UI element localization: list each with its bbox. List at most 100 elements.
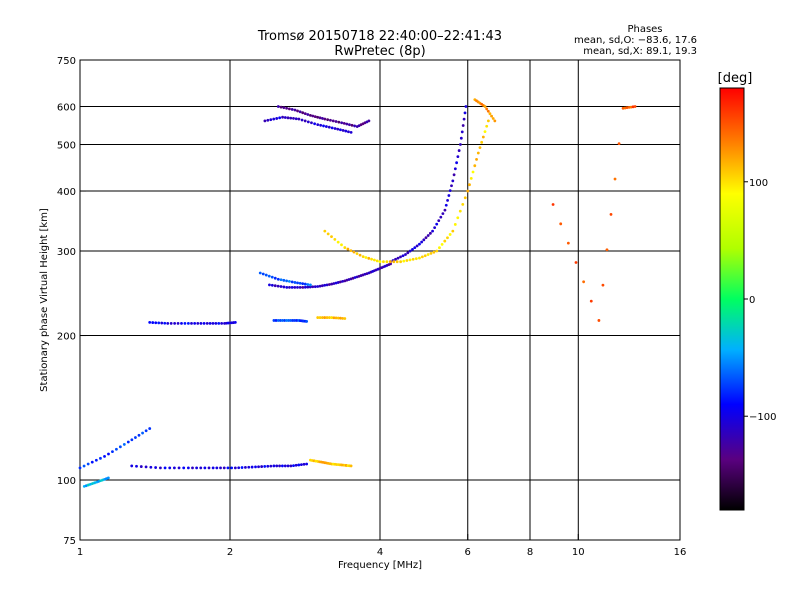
data-point <box>287 319 291 322</box>
data-point <box>451 229 455 233</box>
data-point <box>329 118 332 122</box>
data-point <box>306 113 310 116</box>
data-point <box>172 466 176 470</box>
data-point <box>217 321 221 325</box>
data-point <box>111 450 114 454</box>
data-point <box>361 255 365 259</box>
data-point <box>122 443 126 446</box>
data-point <box>408 249 412 253</box>
data-point <box>435 222 439 226</box>
data-point <box>490 114 493 118</box>
data-point <box>214 321 218 325</box>
trace <box>309 458 353 468</box>
data-point <box>456 155 460 159</box>
data-point <box>318 116 322 120</box>
data-point <box>273 276 277 280</box>
data-point <box>118 445 122 449</box>
data-point <box>266 464 270 468</box>
trace <box>82 476 110 488</box>
data-point <box>135 464 138 468</box>
data-point <box>399 260 403 264</box>
data-point <box>299 463 303 467</box>
data-point <box>106 476 110 480</box>
data-point <box>422 238 426 242</box>
data-point <box>290 108 294 111</box>
y-tick-label: 400 <box>57 187 76 198</box>
data-point <box>316 285 320 288</box>
data-point <box>319 123 323 127</box>
data-point <box>481 135 485 139</box>
data-point <box>480 140 484 144</box>
data-point <box>348 123 351 127</box>
data-point <box>211 321 215 325</box>
data-point <box>352 250 356 254</box>
data-point <box>190 321 193 325</box>
data-point <box>233 321 237 324</box>
data-point <box>353 124 357 128</box>
stats-line-x: mean, sd,X: 89.1, 19.3 <box>583 46 697 57</box>
data-point <box>148 427 152 430</box>
data-point <box>285 279 289 283</box>
x-tick-label: 1 <box>77 547 83 558</box>
trace <box>473 98 497 123</box>
data-point <box>344 129 348 133</box>
data-point <box>375 259 379 263</box>
data-point <box>411 247 414 251</box>
x-tick-label: 10 <box>572 547 585 558</box>
data-point <box>78 466 82 470</box>
data-point <box>306 283 310 286</box>
data-point <box>149 465 153 469</box>
x-tick-label: 2 <box>227 547 233 558</box>
data-point <box>426 253 430 256</box>
y-tick-label: 300 <box>57 247 76 258</box>
data-point <box>413 246 417 250</box>
data-point <box>439 215 443 219</box>
data-point <box>435 249 439 253</box>
data-point <box>320 284 324 288</box>
data-point <box>414 257 418 261</box>
y-axis-label: Stationary phase Virtual Height [km] <box>39 208 50 392</box>
data-point <box>233 466 237 470</box>
data-point <box>478 146 482 150</box>
data-point <box>341 129 345 132</box>
data-point <box>293 108 297 112</box>
data-point <box>429 251 433 255</box>
data-point <box>311 285 315 289</box>
data-point <box>326 118 330 122</box>
data-point <box>392 260 396 264</box>
data-point <box>406 251 410 255</box>
data-point <box>276 319 280 322</box>
y-tick-label: 200 <box>57 332 76 343</box>
data-point <box>385 260 389 264</box>
data-point <box>423 254 427 258</box>
data-point <box>309 113 312 117</box>
data-point <box>483 105 487 108</box>
data-point <box>144 429 148 433</box>
data-point <box>115 447 118 451</box>
y-tick-label: 600 <box>57 103 76 114</box>
data-point <box>196 321 200 325</box>
data-point <box>345 122 349 126</box>
stats-heading: Phases <box>627 24 662 35</box>
data-point <box>463 196 467 200</box>
data-point <box>303 119 307 123</box>
data-point <box>292 117 295 120</box>
data-point <box>326 232 330 236</box>
chart-title: Tromsø 20150718 22:40:00–22:41:43 <box>257 29 502 44</box>
trace <box>258 271 312 287</box>
data-point <box>347 130 350 134</box>
data-point <box>431 229 434 233</box>
data-point <box>99 456 102 460</box>
trace <box>268 262 392 289</box>
data-point <box>283 116 287 119</box>
chart-subtitle: RwPretec (8p) <box>334 44 425 59</box>
data-point <box>468 183 471 187</box>
data-point <box>349 130 353 134</box>
data-point <box>275 117 279 120</box>
data-point <box>207 466 211 470</box>
data-point <box>177 466 181 470</box>
data-point <box>202 321 206 325</box>
data-point <box>287 107 291 111</box>
data-point <box>298 285 302 289</box>
data-point <box>463 111 467 115</box>
